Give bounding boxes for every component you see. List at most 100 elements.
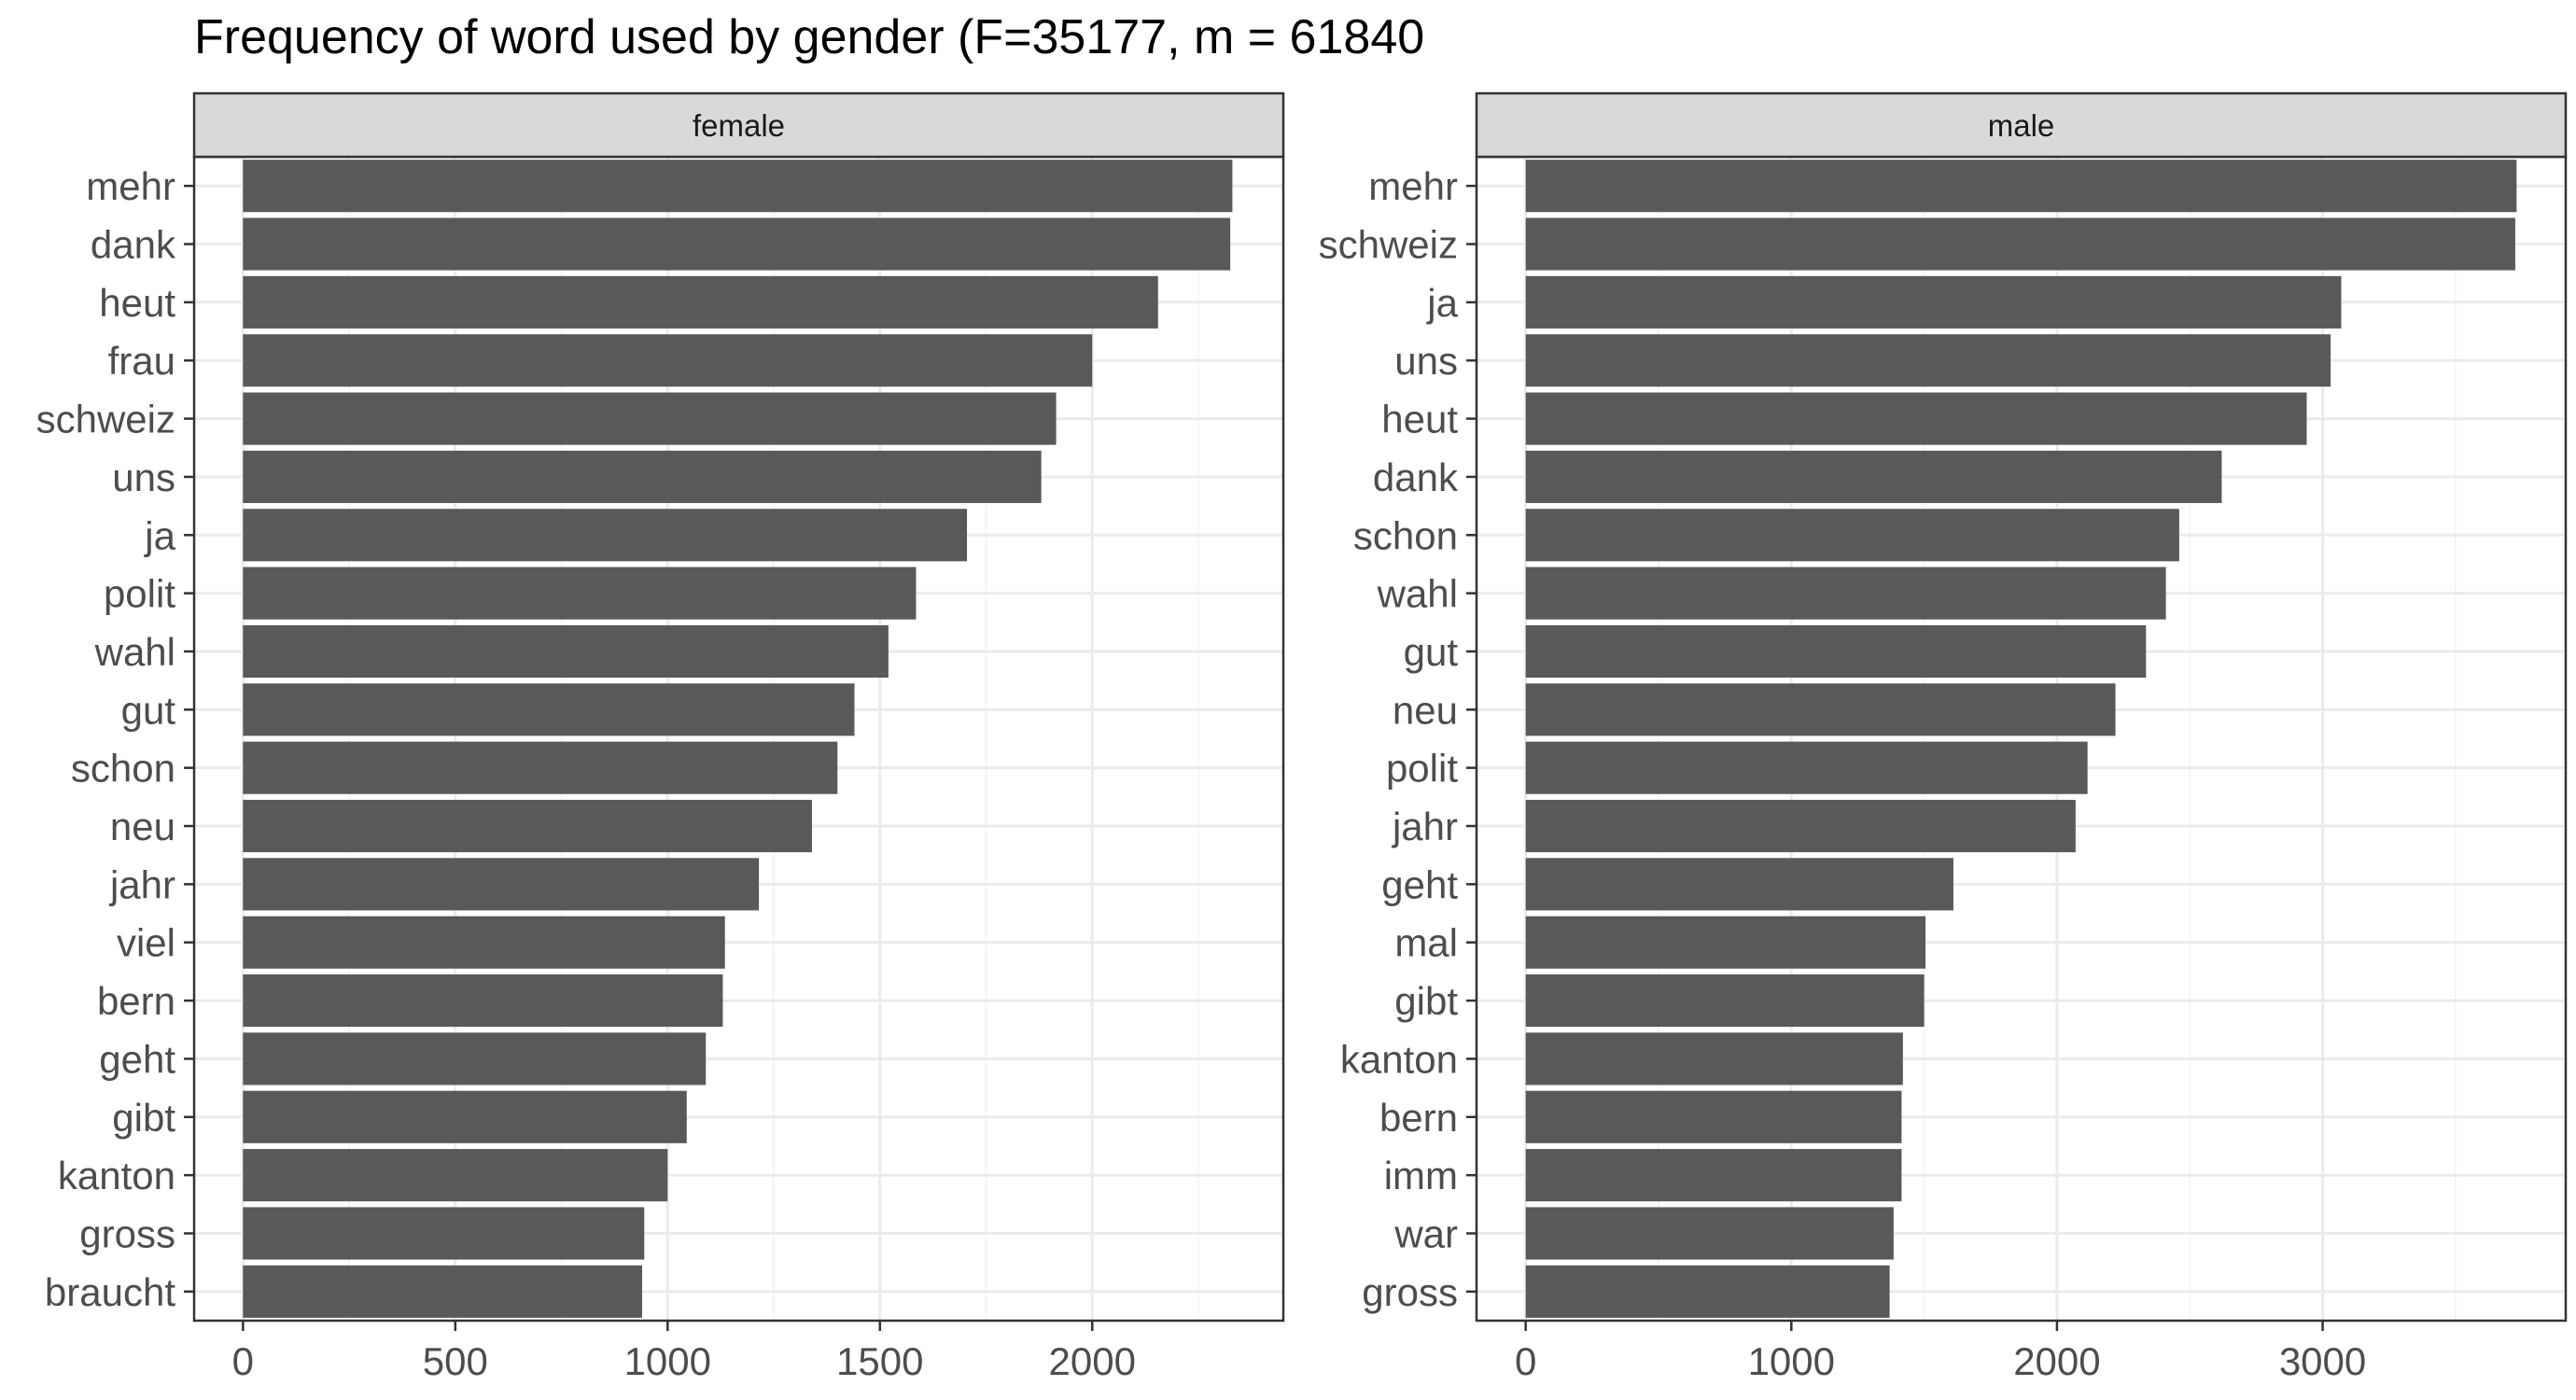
bar-gross	[1525, 1265, 1890, 1318]
category-label: mehr	[86, 164, 175, 208]
bar-schon	[243, 741, 838, 794]
bar-heut	[243, 275, 1158, 329]
panel-background	[1477, 157, 2566, 1321]
category-label: ja	[143, 513, 175, 557]
bar-dank	[243, 217, 1231, 271]
bar-gibt	[243, 1090, 687, 1143]
category-label: frau	[108, 339, 175, 383]
category-label: ja	[1425, 281, 1458, 325]
x-tick-label: 3000	[2279, 1339, 2366, 1383]
category-label: dank	[91, 223, 176, 267]
category-label: wahl	[1377, 572, 1458, 616]
chart-title: Frequency of word used by gender (F=3517…	[194, 10, 1425, 64]
category-label: jahr	[108, 862, 175, 906]
x-tick-label: 2000	[2013, 1339, 2100, 1383]
category-label: gibt	[1394, 979, 1458, 1023]
bar-bern	[243, 974, 723, 1028]
bar-gross	[243, 1207, 645, 1260]
category-label: kanton	[1340, 1037, 1458, 1081]
category-label: bern	[1379, 1096, 1458, 1140]
bar-wahl	[1525, 567, 2166, 620]
category-label: polit	[1386, 747, 1458, 791]
bar-geht	[1525, 858, 1953, 911]
bar-ja	[243, 509, 968, 562]
x-tick-label: 1500	[836, 1339, 923, 1383]
category-label: gross	[1362, 1270, 1458, 1314]
bar-uns	[243, 450, 1042, 503]
category-label: mehr	[1368, 164, 1458, 208]
bar-dank	[1525, 450, 2222, 503]
bar-viel	[243, 916, 725, 969]
x-tick-label: 500	[423, 1339, 488, 1383]
bar-gut	[1525, 624, 2147, 679]
bar-polit	[1525, 741, 2088, 794]
bar-geht	[243, 1032, 707, 1085]
category-label: schweiz	[36, 398, 175, 441]
bar-bern	[1525, 1090, 1902, 1143]
bar-kanton	[1525, 1032, 1903, 1085]
bar-neu	[243, 799, 812, 853]
category-label: gross	[79, 1211, 175, 1255]
category-label: uns	[1394, 339, 1458, 383]
category-label: gibt	[112, 1096, 175, 1140]
category-label: neu	[110, 805, 175, 848]
bar-mehr	[1525, 160, 2517, 213]
category-label: gut	[1404, 630, 1459, 674]
bar-frau	[243, 334, 1093, 387]
category-label: heut	[99, 281, 175, 325]
category-label: dank	[1373, 455, 1459, 499]
x-tick-label: 0	[1515, 1339, 1536, 1383]
category-label: kanton	[58, 1154, 175, 1197]
category-label: schweiz	[1319, 223, 1458, 267]
category-label: geht	[1381, 862, 1458, 906]
bar-mehr	[243, 160, 1233, 213]
category-label: schon	[1353, 513, 1458, 557]
panel-female: female mehr dank heut frau schweiz uns ja polit w…	[36, 91, 1285, 1383]
x-tick-label: 1000	[1748, 1339, 1835, 1383]
category-label: schon	[71, 747, 175, 791]
bar-jahr	[243, 858, 760, 911]
category-label: polit	[104, 572, 175, 616]
category-label: imm	[1384, 1154, 1458, 1197]
facet-strip	[192, 91, 1285, 159]
category-label: heut	[1381, 398, 1458, 441]
bar-wahl	[243, 624, 889, 679]
bar-jahr	[1525, 799, 2076, 853]
category-label: mal	[1394, 921, 1458, 965]
bar-gut	[243, 683, 855, 736]
x-tick-label: 0	[232, 1339, 254, 1383]
bar-schon	[1525, 509, 2179, 562]
x-tick-label: 2000	[1049, 1339, 1136, 1383]
bar-heut	[1525, 392, 2307, 445]
category-label: geht	[99, 1037, 175, 1081]
bar-gibt	[1525, 974, 1925, 1028]
category-label: gut	[121, 688, 176, 732]
panel-background	[194, 157, 1283, 1321]
category-label: braucht	[45, 1270, 175, 1314]
bar-schweiz	[1525, 217, 2515, 271]
category-label: bern	[97, 979, 175, 1023]
bar-imm	[1525, 1149, 1902, 1202]
bar-kanton	[243, 1149, 668, 1202]
bar-war	[1525, 1207, 1894, 1260]
category-label: viel	[117, 921, 175, 965]
bar-ja	[1525, 275, 2342, 329]
category-label: war	[1393, 1211, 1458, 1255]
category-label: uns	[112, 455, 175, 499]
facet-strip-label: male	[1988, 108, 2055, 143]
facet-strip-label: female	[693, 108, 785, 143]
category-label: wahl	[94, 630, 175, 674]
category-label: jahr	[1391, 805, 1458, 848]
panel-male: male mehr schweiz ja uns heut dank schon wahl gut…	[1319, 91, 2568, 1383]
x-tick-label: 1000	[624, 1339, 711, 1383]
bar-mal	[1525, 916, 1926, 969]
category-label: neu	[1393, 688, 1458, 732]
facet-strip	[1475, 91, 2568, 159]
bar-uns	[1525, 334, 2331, 387]
bar-schweiz	[243, 392, 1057, 445]
bar-braucht	[243, 1265, 642, 1318]
bar-neu	[1525, 683, 2116, 736]
bar-polit	[243, 567, 917, 620]
